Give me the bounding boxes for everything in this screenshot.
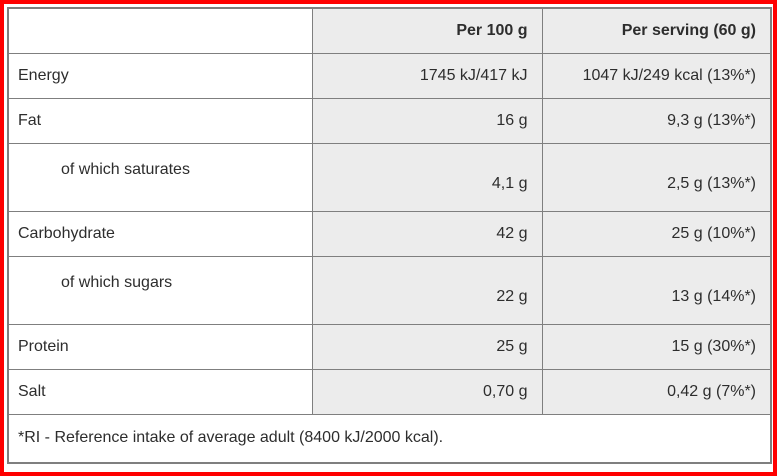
- header-row: Per 100 g Per serving (60 g): [7, 7, 772, 54]
- nutrient-label: Fat: [7, 97, 313, 144]
- nutrient-label: Protein: [7, 323, 313, 370]
- nutrient-sublabel: of which saturates: [7, 142, 313, 212]
- table-row-saturates: of which saturates 4,1 g 2,5 g (13%*): [7, 142, 772, 212]
- column-header-per-serving: Per serving (60 g): [541, 7, 772, 54]
- per-100g-value: 4,1 g: [311, 142, 543, 212]
- footnote-row: *RI - Reference intake of average adult …: [7, 413, 772, 464]
- nutrient-label: Energy: [7, 52, 313, 99]
- table-row-carbohydrate: Carbohydrate 42 g 25 g (10%*): [7, 210, 772, 257]
- nutrition-table: Per 100 g Per serving (60 g) Energy 1745…: [7, 7, 772, 464]
- per-100g-value: 16 g: [311, 97, 543, 144]
- per-serving-value: 1047 kJ/249 kcal (13%*): [541, 52, 772, 99]
- table-row-sugars: of which sugars 22 g 13 g (14%*): [7, 255, 772, 325]
- nutrient-label: Carbohydrate: [7, 210, 313, 257]
- per-100g-value: 22 g: [311, 255, 543, 325]
- reference-intake-note: *RI - Reference intake of average adult …: [7, 413, 772, 464]
- per-serving-value: 9,3 g (13%*): [541, 97, 772, 144]
- table-row-protein: Protein 25 g 15 g (30%*): [7, 323, 772, 370]
- per-serving-value: 0,42 g (7%*): [541, 368, 772, 415]
- per-100g-value: 25 g: [311, 323, 543, 370]
- per-100g-value: 0,70 g: [311, 368, 543, 415]
- per-100g-value: 1745 kJ/417 kJ: [311, 52, 543, 99]
- table-row-fat: Fat 16 g 9,3 g (13%*): [7, 97, 772, 144]
- table-row-salt: Salt 0,70 g 0,42 g (7%*): [7, 368, 772, 415]
- table-row-energy: Energy 1745 kJ/417 kJ 1047 kJ/249 kcal (…: [7, 52, 772, 99]
- nutrient-label: Salt: [7, 368, 313, 415]
- per-serving-value: 15 g (30%*): [541, 323, 772, 370]
- per-100g-value: 42 g: [311, 210, 543, 257]
- per-serving-value: 25 g (10%*): [541, 210, 772, 257]
- header-empty-cell: [7, 7, 313, 54]
- per-serving-value: 13 g (14%*): [541, 255, 772, 325]
- column-header-per-100g: Per 100 g: [311, 7, 543, 54]
- per-serving-value: 2,5 g (13%*): [541, 142, 772, 212]
- nutrient-sublabel: of which sugars: [7, 255, 313, 325]
